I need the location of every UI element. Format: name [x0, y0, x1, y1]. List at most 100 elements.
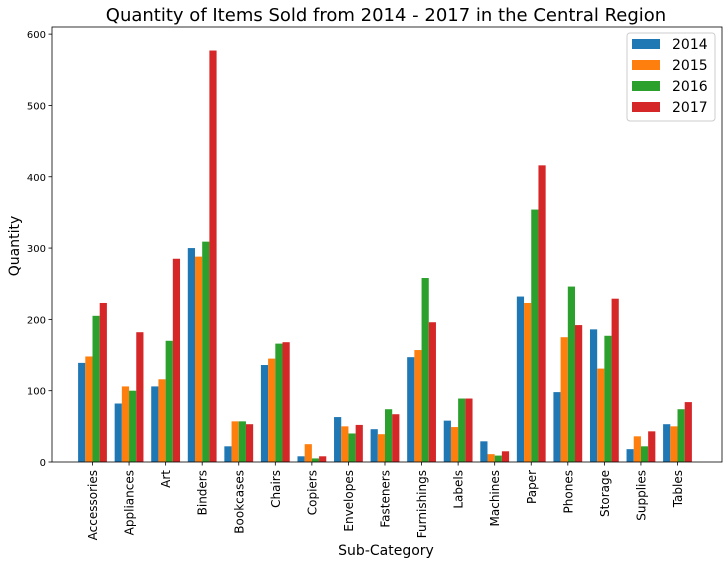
bar-2015-art — [158, 379, 166, 462]
legend-box — [626, 32, 716, 122]
bar-2016-machines — [494, 455, 502, 462]
x-tick-label-storage: Storage — [598, 470, 612, 517]
bar-2016-tables — [677, 409, 685, 462]
bar-2015-machines — [487, 454, 495, 462]
bar-2014-phones — [553, 392, 561, 462]
bar-2015-copiers — [304, 444, 312, 462]
bar-2016-chairs — [275, 343, 283, 462]
bar-2014-bookcases — [224, 446, 232, 462]
legend-swatch-2015 — [632, 60, 660, 70]
bar-2015-chairs — [268, 358, 276, 462]
bar-2016-phones — [567, 286, 576, 462]
bar-2017-binders — [209, 50, 217, 462]
x-tick-label-chairs: Chairs — [269, 470, 283, 508]
x-tick-label-appliances: Appliances — [123, 470, 137, 535]
x-axis-label: Sub-Category — [338, 543, 434, 559]
bar-2014-tables — [663, 424, 671, 462]
bar-2016-accessories — [92, 315, 100, 462]
bar-2015-fasteners — [377, 434, 385, 462]
y-tick-label: 500 — [27, 101, 46, 112]
bar-2015-paper — [524, 302, 532, 462]
x-tick-label-envelopes: Envelopes — [342, 470, 356, 532]
y-tick-label: 0 — [40, 458, 46, 469]
legend-swatch-2017 — [632, 102, 660, 112]
legend: 2014 2015 2016 2017 — [626, 32, 716, 122]
y-tick-label: 600 — [27, 30, 46, 41]
y-axis: 0 100 200 300 400 500 600 — [27, 30, 52, 469]
legend-label-2015: 2015 — [672, 58, 708, 74]
x-tick-label-fasteners: Fasteners — [379, 470, 393, 528]
bar-2017-art — [172, 258, 181, 462]
y-tick-label: 100 — [27, 387, 46, 398]
legend-swatch-2016 — [632, 81, 660, 91]
bar-2016-bookcases — [238, 421, 246, 462]
bar-2017-paper — [538, 165, 546, 462]
x-tick-label-accessories: Accessories — [86, 470, 100, 540]
legend-swatch-2014 — [632, 39, 660, 49]
bar-2015-envelopes — [341, 426, 349, 462]
bar-2014-fasteners — [370, 429, 378, 462]
bar-2016-appliances — [129, 390, 137, 462]
bar-2014-supplies — [626, 449, 634, 462]
bar-2014-machines — [480, 441, 488, 462]
bar-2014-storage — [589, 329, 598, 462]
bar-2014-appliances — [114, 403, 122, 462]
bar-2015-labels — [450, 427, 459, 462]
bar-2017-accessories — [99, 302, 107, 462]
y-tick-label: 400 — [27, 173, 46, 184]
bar-2016-art — [165, 340, 173, 462]
bar-2015-bookcases — [231, 421, 239, 462]
bar-2016-fasteners — [385, 409, 393, 462]
x-axis: Accessories Appliances Art Binders Bookcases… — [86, 462, 685, 540]
bar-2016-envelopes — [348, 433, 356, 462]
bar-2014-envelopes — [334, 417, 342, 462]
bar-2017-fasteners — [392, 414, 400, 462]
plot-area — [51, 26, 723, 463]
x-tick-label-paper: Paper — [525, 470, 539, 504]
legend-label-2014: 2014 — [672, 37, 708, 53]
bar-2016-furnishings — [421, 278, 429, 462]
bar-2014-accessories — [78, 362, 86, 462]
x-tick-label-machines: Machines — [488, 470, 502, 526]
y-tick-label: 200 — [27, 315, 46, 326]
bar-2015-appliances — [121, 386, 130, 462]
bar-2017-copiers — [319, 456, 327, 462]
bar-2015-binders — [194, 256, 203, 462]
bar-2016-storage — [604, 335, 612, 462]
bar-2016-supplies — [640, 446, 649, 462]
legend-label-2016: 2016 — [672, 79, 708, 95]
bar-2015-storage — [597, 368, 605, 462]
bar-2014-paper — [516, 296, 525, 462]
bar-2015-tables — [670, 426, 678, 462]
bar-2014-furnishings — [407, 357, 415, 462]
bar-2015-accessories — [85, 356, 93, 462]
bar-2014-labels — [443, 420, 451, 462]
y-tick-label: 300 — [27, 244, 46, 255]
bar-2016-paper — [531, 209, 539, 462]
bar-2015-furnishings — [414, 350, 422, 462]
x-tick-label-tables: Tables — [671, 470, 685, 508]
x-tick-label-furnishings: Furnishings — [415, 470, 429, 538]
x-tick-label-supplies: Supplies — [634, 470, 648, 521]
bar-2017-machines — [501, 451, 510, 462]
bar-2015-phones — [560, 337, 568, 462]
bar-2017-envelopes — [355, 424, 363, 462]
x-tick-label-bookcases: Bookcases — [232, 470, 246, 534]
bar-2017-appliances — [136, 332, 144, 462]
bar-2017-chairs — [282, 342, 290, 462]
bar-2014-chairs — [260, 365, 269, 462]
chart-title: Quantity of Items Sold from 2014 - 2017 … — [106, 5, 666, 26]
bar-2017-storage — [611, 298, 619, 462]
bar-2017-tables — [684, 402, 692, 462]
bar-2017-bookcases — [245, 424, 254, 462]
x-tick-label-art: Art — [159, 470, 173, 488]
y-axis-label: Quantity — [7, 216, 23, 277]
x-tick-label-labels: Labels — [452, 470, 466, 509]
x-tick-label-binders: Binders — [196, 470, 210, 515]
x-tick-label-phones: Phones — [561, 470, 575, 513]
bar-2016-binders — [202, 241, 210, 462]
bar-2016-copiers — [311, 458, 320, 462]
bar-2014-binders — [187, 248, 195, 462]
bar-2014-copiers — [297, 456, 305, 462]
